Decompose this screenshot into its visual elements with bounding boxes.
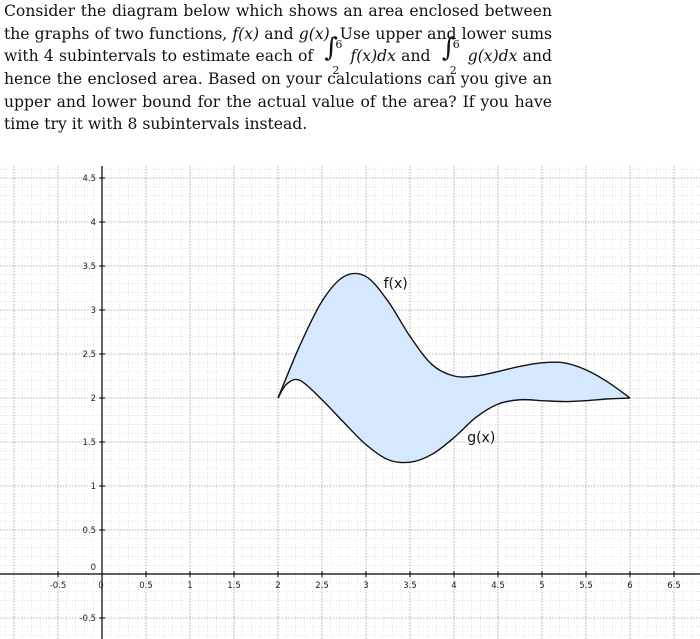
integral-g: ∫ 6 2 — [436, 35, 468, 77]
integral-f: ∫ 6 2 — [318, 35, 350, 77]
x-tick-label: 1 — [187, 581, 192, 591]
curve-label: f(x) — [384, 276, 408, 292]
problem-text-3: and hence the enclosed area. Based on yo… — [4, 47, 552, 134]
x-tick-label: 5 — [539, 581, 544, 591]
and-word-2: and — [395, 47, 436, 66]
x-tick-label: 5.5 — [579, 581, 593, 591]
x-tick-label: 2 — [275, 581, 280, 591]
y-tick-label: 0 — [91, 563, 96, 573]
x-tick-label: 1.5 — [227, 581, 241, 591]
x-tick-label: 0 — [98, 581, 103, 591]
problem-text-1: Consider the diagram below which shows a… — [4, 2, 552, 43]
enclosed-area — [278, 273, 630, 463]
problem-paragraph: Consider the diagram below which shows a… — [4, 0, 552, 136]
y-tick-label: 1 — [91, 482, 96, 492]
y-tick-label: 4.5 — [82, 174, 96, 184]
y-tick-label: -0.5 — [79, 614, 96, 624]
x-tick-label: 4 — [451, 581, 456, 591]
integral-lower-limit: 2 — [449, 64, 457, 78]
y-tick-label: 2 — [91, 394, 96, 404]
x-tick-label: 3.5 — [403, 581, 417, 591]
problem-statement: Consider the diagram below which shows a… — [4, 0, 552, 136]
x-tick-label: 0.5 — [139, 581, 153, 591]
y-tick-label: 3 — [91, 306, 96, 316]
integral-sign: ∫ — [441, 33, 456, 64]
and-word-1: and — [259, 24, 299, 43]
axes — [0, 166, 700, 639]
series — [277, 272, 631, 464]
x-tick-label: 4.5 — [491, 581, 505, 591]
integral-upper-limit: 6 — [335, 38, 343, 52]
y-tick-label: 1.5 — [82, 438, 96, 448]
integral-lower-limit: 2 — [332, 64, 340, 78]
tick-labels: -0.5 0 0.5 1 1.5 2 2.5 3 3.5 4 4.5 5 5.5 6 6.5 4.5 4 3.5 3… — [50, 174, 681, 624]
area-chart: -0.5 0 0.5 1 1.5 2 2.5 3 3.5 4 4.5 5 5.5 6 6.5 4.5 4 3.5 3… — [0, 166, 700, 639]
g-curve — [277, 378, 631, 464]
annotations: f(x) g(x) — [384, 276, 496, 446]
y-tick-label: 3.5 — [82, 262, 96, 272]
y-tick-label: 0.5 — [82, 526, 96, 536]
g-of-x-term: g(x) — [298, 24, 330, 43]
f-of-x-term: f(x) — [232, 24, 260, 43]
integral-sign: ∫ — [324, 33, 338, 64]
y-tick-label: 4 — [91, 218, 96, 228]
g-integrand: g(x)dx — [467, 47, 518, 66]
x-tick-label: 3 — [363, 581, 368, 591]
curve-label: g(x) — [467, 430, 495, 446]
x-tick-label: 6.5 — [667, 581, 681, 591]
f-curve — [277, 272, 631, 399]
x-tick-label: -0.5 — [50, 581, 67, 591]
x-tick-label: 6 — [627, 581, 632, 591]
y-tick-label: 2.5 — [82, 350, 96, 360]
problem-text-2: . Use upper and lower sums with 4 subint… — [4, 24, 552, 66]
x-tick-label: 2.5 — [315, 581, 329, 591]
f-integrand: f(x)dx — [350, 47, 396, 66]
integral-upper-limit: 6 — [452, 38, 460, 52]
